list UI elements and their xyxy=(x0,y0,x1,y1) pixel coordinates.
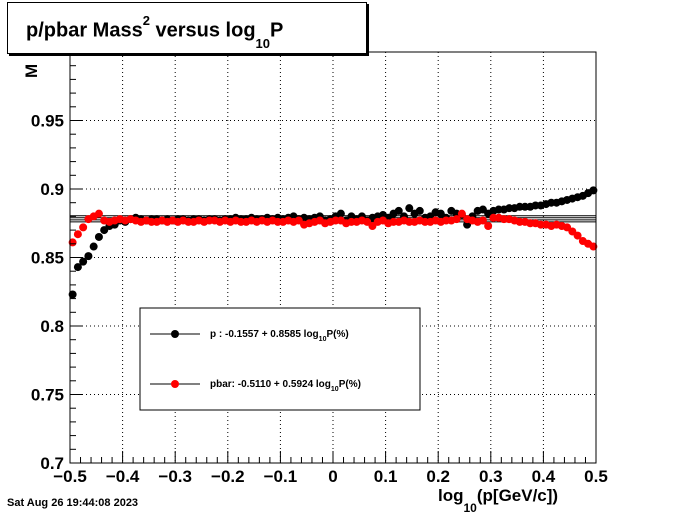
x-tick-label: 0.4 xyxy=(532,467,556,486)
legend-box xyxy=(139,307,421,411)
tick-labels: −0.5 −0.4 −0.3 −0.2 −0.1 0 0.1 0.2 0.3 0.4 0.5 0.7 0… xyxy=(31,112,608,487)
p-point xyxy=(79,257,88,266)
legend-tail: P(%) xyxy=(339,379,361,390)
pbar-point xyxy=(457,209,466,218)
legend-formula: pbar: -0.5110 + 0.5924 log xyxy=(210,379,331,390)
title-box: p/pbar Mass2 versus log10P xyxy=(7,2,367,54)
pbar-point xyxy=(589,242,598,251)
y-tick-label: 0.9 xyxy=(40,180,64,199)
legend-tail: P(%) xyxy=(326,329,348,340)
x-tick-label: −0.2 xyxy=(211,467,245,486)
x-tick-label: 0.2 xyxy=(426,467,450,486)
p-point xyxy=(89,242,98,251)
x-tick-label: −0.5 xyxy=(53,467,87,486)
pbar-point xyxy=(73,230,82,239)
timestamp: Sat Aug 26 19:44:08 2023 xyxy=(7,497,139,509)
legend-subscript: 10 xyxy=(319,336,327,343)
p-point xyxy=(73,263,82,272)
y-tick-label: 0.8 xyxy=(40,317,64,336)
pbar-point xyxy=(484,221,493,230)
x-tick-label: 0.1 xyxy=(374,467,398,486)
legend-marker-pbar xyxy=(171,380,179,388)
legend-text-p: p : -0.1557 + 0.8585 log10P(%) xyxy=(210,329,349,343)
x-tick-label: −0.3 xyxy=(158,467,192,486)
p-point xyxy=(336,209,345,218)
p-point xyxy=(589,186,598,195)
pbar-point xyxy=(478,216,487,225)
series-points xyxy=(68,186,598,299)
y-tick-label: 0.95 xyxy=(31,112,64,131)
x-tick-label: 0.3 xyxy=(479,467,503,486)
x-axis-label: log10(p[GeV/c]) xyxy=(438,486,559,515)
x-tick-label: −0.4 xyxy=(106,467,140,486)
x-tick-label: 0.5 xyxy=(584,467,608,486)
y-tick-label: 0.85 xyxy=(31,249,64,268)
pbar-point xyxy=(79,223,88,232)
pbar-point xyxy=(68,238,77,247)
y-tick-label: 0.75 xyxy=(31,386,64,405)
x-tick-label: −0.1 xyxy=(264,467,298,486)
legend-marker-p xyxy=(171,330,179,338)
y-axis-label: M xyxy=(22,64,41,78)
p-point xyxy=(405,204,414,213)
legend: p : -0.1557 + 0.8585 log10P(%)pbar: -0.5… xyxy=(139,307,421,411)
axis-ticks xyxy=(69,65,597,464)
p-point xyxy=(68,290,77,299)
legend-text-pbar: pbar: -0.5110 + 0.5924 log10P(%) xyxy=(210,379,361,393)
chart-title: p/pbar Mass2 versus log10P xyxy=(26,13,284,51)
legend-formula: p : -0.1557 + 0.8585 log xyxy=(210,329,319,340)
pbar-point xyxy=(94,209,103,218)
pbar-point xyxy=(452,215,461,224)
x-tick-label: 0 xyxy=(328,467,337,486)
pbar-point xyxy=(573,231,582,240)
y-tick-label: 0.7 xyxy=(40,454,64,473)
p-point xyxy=(394,206,403,215)
p-point xyxy=(84,252,93,261)
grid xyxy=(70,52,596,463)
legend-subscript: 10 xyxy=(331,386,339,393)
p-point xyxy=(415,206,424,215)
p-point xyxy=(94,232,103,241)
